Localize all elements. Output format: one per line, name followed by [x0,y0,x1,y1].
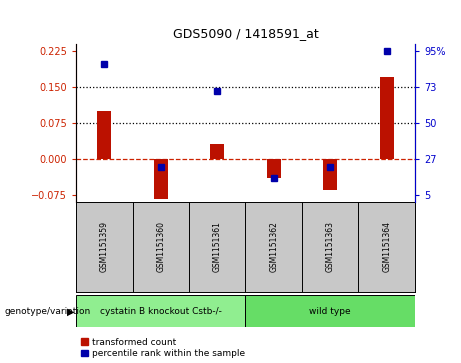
Text: cystatin B knockout Cstb-/-: cystatin B knockout Cstb-/- [100,307,222,316]
Text: wild type: wild type [309,307,351,316]
Bar [154,159,168,199]
Text: GSM1151363: GSM1151363 [325,221,335,272]
Text: GSM1151359: GSM1151359 [100,221,109,272]
Text: ▶: ▶ [67,306,74,317]
Bar [97,111,112,159]
Text: GSM1151362: GSM1151362 [269,221,278,272]
Text: GSM1151364: GSM1151364 [382,221,391,272]
Title: GDS5090 / 1418591_at: GDS5090 / 1418591_at [172,26,319,40]
Bar [245,295,415,327]
Text: GSM1151361: GSM1151361 [213,221,222,272]
Bar [323,159,337,190]
Bar [379,77,394,159]
Text: genotype/variation: genotype/variation [5,307,91,316]
Bar [210,144,225,159]
Bar [266,159,281,178]
Text: GSM1151360: GSM1151360 [156,221,165,272]
Legend: transformed count, percentile rank within the sample: transformed count, percentile rank withi… [81,338,245,359]
Bar [76,295,245,327]
